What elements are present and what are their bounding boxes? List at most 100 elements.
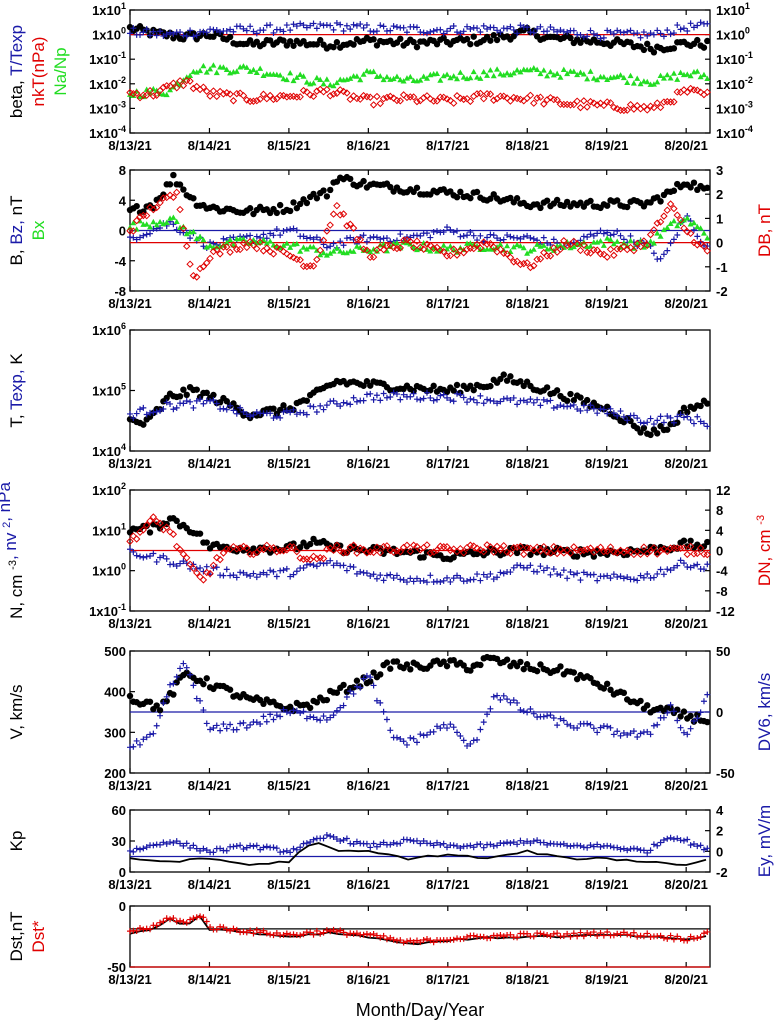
data-point xyxy=(670,204,678,213)
data-point xyxy=(490,72,497,79)
data-point xyxy=(624,731,631,738)
data-point xyxy=(423,541,431,549)
data-point xyxy=(574,933,581,940)
data-point xyxy=(327,557,334,564)
y-right-axis-label: Ey, mV/m xyxy=(755,805,774,877)
data-point xyxy=(280,567,287,574)
data-point xyxy=(126,692,134,700)
data-point xyxy=(397,937,404,944)
data-point xyxy=(470,542,478,550)
data-point xyxy=(587,842,594,849)
data-point xyxy=(654,842,661,849)
data-point xyxy=(390,75,397,82)
data-point xyxy=(547,571,554,578)
data-point xyxy=(674,835,681,842)
data-point xyxy=(190,228,197,235)
data-point xyxy=(524,709,531,716)
data-point xyxy=(560,933,567,940)
data-point xyxy=(464,399,471,406)
data-point xyxy=(640,102,648,111)
data-point xyxy=(447,25,454,32)
data-point xyxy=(600,34,607,41)
data-point xyxy=(620,929,627,936)
x-tick-label: 8/17/21 xyxy=(426,877,469,892)
data-point xyxy=(603,202,611,209)
data-point xyxy=(500,692,507,699)
x-tick-label: 8/13/21 xyxy=(108,778,151,793)
data-point xyxy=(480,94,488,103)
y-right-tick-label: 8 xyxy=(716,503,723,518)
data-point xyxy=(137,846,144,853)
data-point xyxy=(176,77,184,85)
data-point xyxy=(230,234,237,241)
data-point xyxy=(407,734,414,741)
data-point xyxy=(667,220,674,227)
data-point xyxy=(454,572,461,579)
data-point xyxy=(537,661,544,668)
y-right-tick-label: -12 xyxy=(716,604,735,619)
data-point xyxy=(353,243,360,249)
data-point xyxy=(333,19,340,26)
data-point xyxy=(454,29,461,36)
data-point xyxy=(623,106,631,114)
y-tick-label: 1x10-1 xyxy=(89,602,126,619)
series-0 xyxy=(126,23,711,56)
data-point xyxy=(467,40,474,48)
data-point xyxy=(520,233,527,240)
x-tick-label: 8/20/21 xyxy=(664,456,707,471)
data-point xyxy=(193,386,200,393)
data-point xyxy=(307,929,314,936)
data-point xyxy=(654,721,661,728)
data-point xyxy=(169,193,178,201)
data-point xyxy=(590,929,597,936)
series-0 xyxy=(126,653,711,726)
data-point xyxy=(660,98,668,106)
data-point xyxy=(566,549,575,557)
data-point xyxy=(383,542,391,550)
data-point xyxy=(260,231,267,238)
data-point xyxy=(213,27,220,34)
data-point xyxy=(610,571,617,578)
data-point xyxy=(423,579,430,586)
data-point xyxy=(513,195,521,202)
data-point xyxy=(200,400,207,407)
data-point xyxy=(606,245,615,254)
data-point xyxy=(229,542,238,551)
data-point xyxy=(173,84,181,92)
data-point xyxy=(273,226,280,233)
data-point xyxy=(267,711,274,718)
data-point xyxy=(467,229,474,236)
data-point xyxy=(507,248,514,255)
data-point xyxy=(664,426,671,433)
data-point xyxy=(147,230,154,237)
data-point xyxy=(330,926,337,933)
data-point xyxy=(464,933,471,940)
data-point xyxy=(660,935,667,942)
data-point xyxy=(219,90,228,98)
data-point xyxy=(347,234,354,241)
data-point xyxy=(190,404,197,411)
data-point xyxy=(470,244,478,253)
data-point xyxy=(434,396,441,403)
data-point xyxy=(283,709,290,716)
data-point xyxy=(514,241,521,248)
data-point xyxy=(337,403,344,410)
data-point xyxy=(450,229,457,236)
data-point xyxy=(517,562,524,569)
data-point xyxy=(320,406,327,413)
data-point xyxy=(620,730,627,737)
data-point xyxy=(544,398,551,405)
data-point xyxy=(393,937,400,944)
data-point xyxy=(446,546,455,555)
data-point xyxy=(197,67,204,74)
data-point xyxy=(333,541,341,549)
data-point xyxy=(307,22,314,29)
data-point xyxy=(127,546,133,553)
data-point xyxy=(216,250,224,258)
data-point xyxy=(464,843,471,850)
y-right-tick-label: -1 xyxy=(716,260,728,275)
data-point xyxy=(260,844,267,851)
data-point xyxy=(220,572,227,579)
data-point xyxy=(437,579,444,586)
data-point xyxy=(166,528,174,536)
